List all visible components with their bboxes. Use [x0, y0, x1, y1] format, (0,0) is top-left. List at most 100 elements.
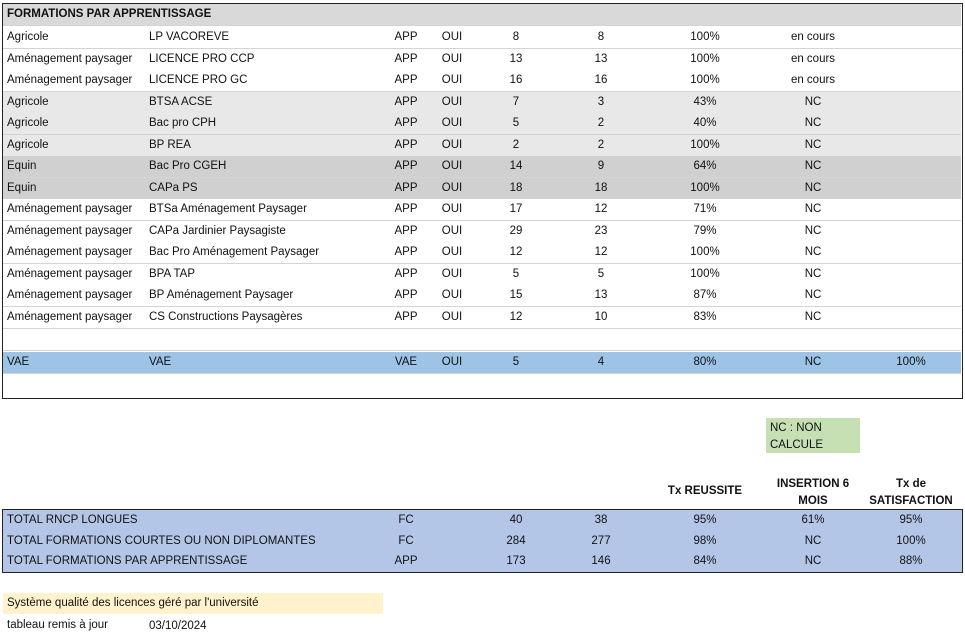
table-row: Aménagement paysager BTSa Aménagement Pay…	[3, 199, 961, 221]
total-row: TOTAL FORMATIONS COURTES OU NON DIPLOMAN…	[3, 531, 961, 551]
updated-label: tableau remis à jour	[7, 619, 108, 631]
table-cell: Bac Pro CGEH	[149, 160, 227, 172]
table-cell: 100%	[690, 31, 720, 43]
updated-date: 03/10/2024	[149, 620, 207, 632]
table-row: Equin Bac Pro CGEH APP OUI 14 9 64% NC	[3, 156, 961, 178]
table-cell: APP	[394, 181, 418, 194]
table-cell: 16	[509, 74, 523, 86]
table-cell: 13	[509, 52, 523, 65]
table-cell: 100%	[690, 181, 720, 194]
table-cell: Equin	[7, 160, 37, 172]
total-cell: 146	[591, 555, 611, 568]
table-cell: 3	[597, 95, 605, 108]
table-cell: 23	[594, 224, 608, 237]
table-cell: APP	[394, 117, 418, 129]
table-cell: APP	[394, 160, 418, 172]
table-cell: OUI	[441, 138, 463, 151]
total-cell: TOTAL FORMATIONS COURTES OU NON DIPLOMAN…	[7, 534, 316, 547]
table-cell: 71%	[693, 203, 717, 215]
table-cell: NC	[804, 246, 822, 258]
table-cell: Aménagement paysager	[7, 289, 133, 301]
table-cell: OUI	[441, 310, 463, 323]
header-line: INSERTION 6	[776, 478, 850, 490]
table-row: Aménagement paysager Bac Pro Aménagement …	[3, 242, 961, 264]
total-cell: 277	[591, 534, 611, 547]
table-cell: NC	[804, 117, 822, 129]
table-row: Agricole BP REA APP OUI 2 2 100% NC	[3, 134, 961, 157]
table-cell: 29	[509, 224, 523, 237]
totals-frame	[2, 509, 963, 573]
table-row: Aménagement paysager CS Constructions Pay…	[3, 306, 961, 329]
total-cell: 95%	[693, 514, 717, 526]
header-line: MOIS	[798, 495, 828, 507]
table-cell: 14	[509, 160, 523, 172]
table-cell: 13	[594, 289, 608, 301]
table-cell: BTSA ACSE	[149, 95, 213, 108]
table-cell: OUI	[441, 267, 463, 280]
table-row: Aménagement paysager LICENCE PRO GC APP OUI…	[3, 70, 961, 92]
table-cell: 64%	[693, 160, 717, 172]
table-cell: OUI	[441, 246, 463, 258]
table-cell: NC	[804, 203, 822, 215]
table-cell: APP	[394, 289, 418, 301]
table-row: Aménagement paysager BP Aménagement Paysa…	[3, 285, 961, 307]
header-success: Tx REUSSITE	[667, 485, 743, 497]
blank-row	[3, 328, 961, 351]
table-cell: LICENCE PRO CCP	[149, 52, 255, 65]
table-cell: 5	[512, 117, 520, 129]
table-cell: 12	[594, 246, 608, 258]
table-cell: 83%	[693, 310, 717, 323]
table-cell: Aménagement paysager	[7, 52, 133, 65]
table-cell: 100%	[690, 267, 720, 280]
table-cell: 80%	[693, 356, 717, 368]
table-cell: 12	[509, 310, 523, 323]
table-cell: NC	[804, 310, 822, 323]
section-header: FORMATIONS PAR APPRENTISSAGE	[3, 4, 961, 26]
table-row: Aménagement paysager CAPa Jardinier Paysa…	[3, 220, 961, 243]
total-cell: 84%	[693, 555, 717, 568]
table-cell: Aménagement paysager	[7, 310, 133, 323]
table-cell: en cours	[790, 74, 836, 86]
table-frame	[2, 3, 963, 399]
table-cell: OUI	[441, 95, 463, 108]
nc-note-line: NC : NON	[770, 422, 822, 434]
table-row: Equin CAPa PS APP OUI 18 18 100% NC	[3, 177, 961, 200]
table-cell: Aménagement paysager	[7, 224, 133, 237]
table-cell: 2	[597, 138, 605, 151]
table-cell: 2	[597, 117, 605, 129]
table-cell: Aménagement paysager	[7, 246, 133, 258]
table-cell: 5	[512, 267, 520, 280]
table-cell: en cours	[790, 52, 836, 65]
table-cell: CAPa Jardinier Paysagiste	[149, 224, 286, 237]
table-cell: NC	[804, 267, 822, 280]
table-cell: 5	[597, 267, 605, 280]
table-cell: OUI	[441, 289, 463, 301]
table-cell: APP	[394, 310, 418, 323]
table-cell: Agricole	[7, 117, 49, 129]
table-cell: OUI	[441, 31, 463, 43]
total-cell: 61%	[801, 514, 825, 526]
table-cell: OUI	[441, 224, 463, 237]
total-cell: 173	[506, 555, 526, 568]
table-row: Agricole Bac pro CPH APP OUI 5 2 40% NC	[3, 113, 961, 135]
table-cell: 87%	[693, 289, 717, 301]
table-cell: 9	[597, 160, 605, 172]
table-cell: 5	[512, 356, 520, 368]
total-cell: 100%	[896, 534, 926, 547]
table-cell: 100%	[690, 74, 720, 86]
table-cell: 100%	[690, 138, 720, 151]
table-row: Aménagement paysager BPA TAP APP OUI 5 5 100% N…	[3, 263, 961, 286]
total-cell: FC	[398, 514, 414, 526]
table-cell: Agricole	[7, 138, 49, 151]
table-cell: OUI	[441, 160, 463, 172]
table-cell: 2	[512, 138, 520, 151]
total-row: TOTAL FORMATIONS PAR APPRENTISSAGE APP 173…	[3, 551, 961, 571]
table-cell: BTSa Aménagement Paysager	[149, 203, 307, 215]
table-cell: 18	[509, 181, 523, 194]
table-cell: APP	[394, 246, 418, 258]
table-cell: NC	[804, 181, 822, 194]
nc-note: NC : NON CALCULE	[766, 418, 860, 453]
table-cell: OUI	[441, 181, 463, 194]
table-cell: NC	[804, 95, 822, 108]
